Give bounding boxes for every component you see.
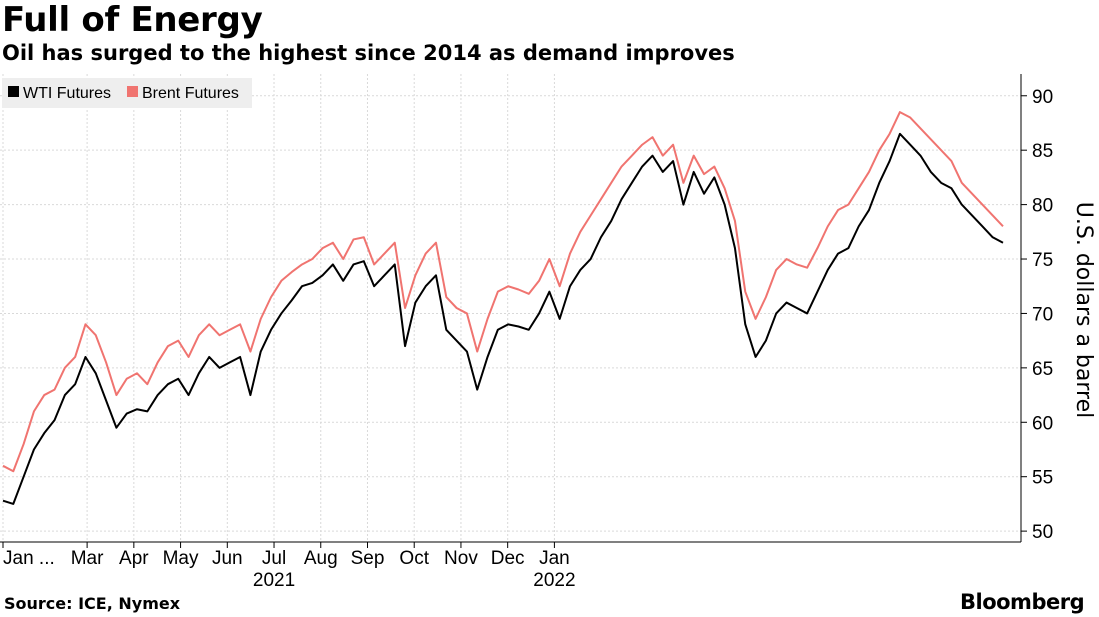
x-tick-label: Jan bbox=[539, 548, 570, 569]
y-tick-label: 55 bbox=[1032, 468, 1053, 489]
y-tick-label: 90 bbox=[1032, 87, 1053, 108]
y-tick-label: 70 bbox=[1032, 304, 1053, 325]
chart-title: Full of Energy bbox=[2, 0, 263, 40]
x-tick-label: Apr bbox=[119, 548, 149, 569]
brand-logo: Bloomberg bbox=[960, 590, 1085, 614]
series-line-brent bbox=[2, 111, 1004, 473]
x-tick-label: Jan ... bbox=[3, 548, 55, 569]
x-tick-label: Dec bbox=[491, 548, 525, 569]
gridlines bbox=[0, 74, 1021, 542]
x-tick-label: Mar bbox=[71, 548, 104, 569]
x-tick-label: Nov bbox=[444, 548, 478, 569]
legend-label-wti: WTI Futures bbox=[23, 85, 111, 102]
y-tick-label: 50 bbox=[1032, 522, 1053, 543]
y-axis-label: U.S. dollars a barrel bbox=[1071, 202, 1096, 418]
y-tick-label: 60 bbox=[1032, 413, 1053, 434]
x-tick-label: Jun bbox=[212, 548, 243, 569]
x-tick-label: Jul bbox=[262, 548, 286, 569]
series-lines bbox=[2, 111, 1004, 505]
x-year-label: 2022 bbox=[533, 570, 575, 591]
x-tick-label: May bbox=[163, 548, 199, 569]
x-tick-label: Aug bbox=[304, 548, 338, 569]
x-tick-label: Sep bbox=[351, 548, 385, 569]
y-tick-label: 80 bbox=[1032, 196, 1053, 217]
y-tick-label: 65 bbox=[1032, 359, 1053, 380]
legend-label-brent: Brent Futures bbox=[142, 85, 239, 102]
series-line-wti bbox=[2, 132, 1004, 505]
source-note: Source: ICE, Nymex bbox=[4, 594, 181, 613]
tick-labels: 50 55 60 65 70 75 80 85 90 Jan ... Mar Apr May Jun Jul… bbox=[2, 87, 1053, 591]
chart-subtitle: Oil has surged to the highest since 2014… bbox=[2, 41, 735, 65]
legend-swatch-brent bbox=[127, 86, 138, 97]
axes bbox=[0, 74, 1022, 543]
legend-swatch-wti bbox=[8, 86, 19, 97]
y-tick-label: 75 bbox=[1032, 250, 1053, 271]
y-tick-label: 85 bbox=[1032, 141, 1053, 162]
x-year-label: 2021 bbox=[253, 570, 295, 591]
legend: WTI Futures Brent Futures bbox=[2, 78, 252, 108]
x-tick-label: Oct bbox=[399, 548, 429, 569]
